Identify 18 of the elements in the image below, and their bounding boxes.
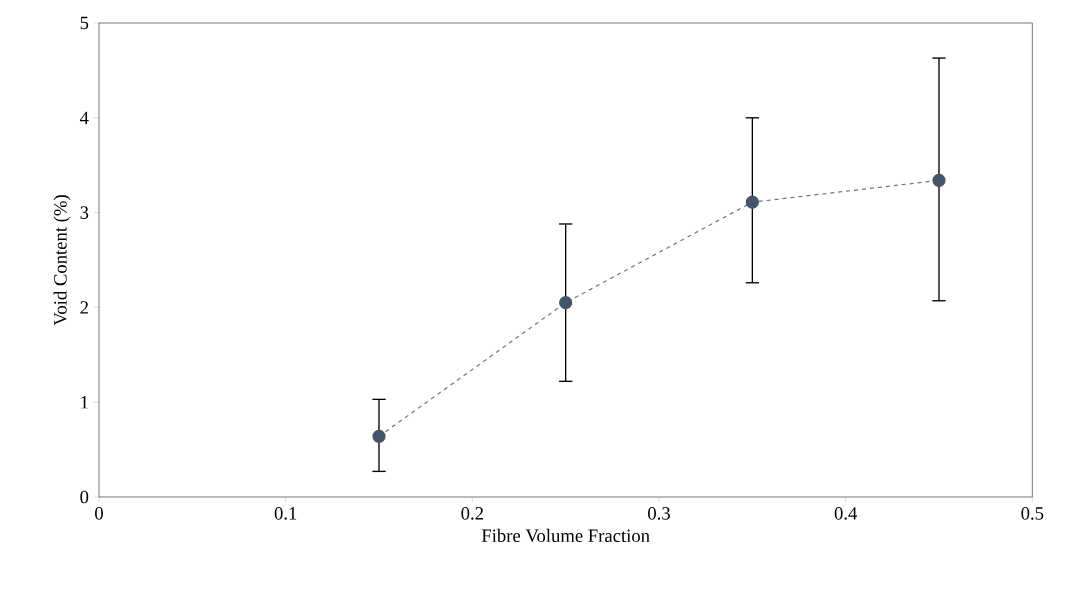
point (932, 173, 946, 187)
x-tick-label: 0 (95, 507, 103, 520)
x-tick-label: 0.5 (1021, 507, 1044, 520)
y-tick-label: 5 (80, 16, 89, 30)
point (745, 195, 759, 209)
y-axis-title: Void Content (%) (53, 195, 71, 326)
x-tick-label: 0.1 (274, 507, 297, 520)
y-tick-label: 1 (81, 396, 88, 409)
x-tick-label: 0.3 (648, 507, 670, 520)
x-axis-title: Fibre Volume Fraction (481, 528, 650, 543)
x-tick-label: 0.2 (461, 507, 483, 520)
y-tick-label: 4 (79, 111, 89, 124)
point (372, 429, 386, 443)
point (559, 296, 573, 310)
y-tick-label: 0 (80, 490, 89, 504)
x-tick-label: 0.4 (834, 507, 858, 520)
y-tick-label: 2 (80, 301, 88, 314)
y-tick-label: 3 (80, 206, 89, 219)
